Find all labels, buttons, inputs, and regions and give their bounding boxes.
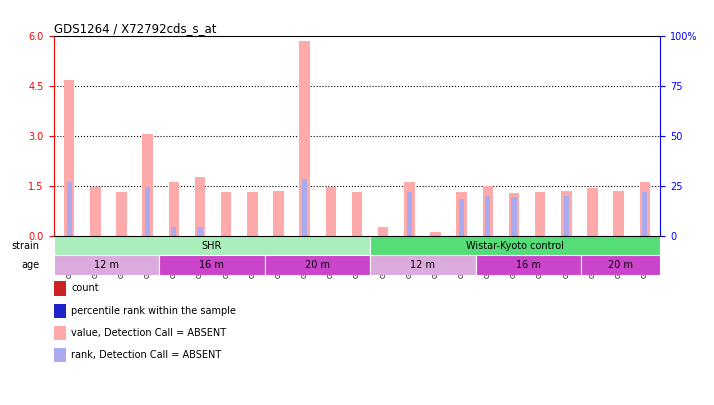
Bar <box>265 256 370 275</box>
Bar <box>587 188 598 236</box>
Bar <box>459 199 464 236</box>
Bar <box>404 183 415 236</box>
Bar <box>198 227 203 236</box>
Bar <box>370 256 476 275</box>
Bar <box>195 177 206 236</box>
Bar <box>456 192 467 236</box>
Bar <box>326 188 336 236</box>
Bar <box>378 227 388 236</box>
Bar <box>431 232 441 236</box>
Bar <box>613 191 624 236</box>
Bar <box>511 197 516 236</box>
Bar <box>370 236 660 256</box>
Bar <box>66 183 72 236</box>
Text: Wistar-Kyoto control: Wistar-Kyoto control <box>466 241 564 251</box>
Bar <box>581 256 660 275</box>
Bar <box>171 227 176 236</box>
Bar <box>221 192 231 236</box>
Text: 12 m: 12 m <box>94 260 119 271</box>
Bar <box>483 186 493 236</box>
Bar <box>273 191 283 236</box>
Bar <box>486 196 491 236</box>
Bar <box>54 236 370 256</box>
Text: SHR: SHR <box>201 241 222 251</box>
Bar <box>247 192 258 236</box>
Text: 16 m: 16 m <box>199 260 224 271</box>
Bar <box>145 188 151 236</box>
Bar <box>535 192 545 236</box>
Bar <box>476 256 581 275</box>
Text: count: count <box>71 284 99 293</box>
Bar <box>169 183 179 236</box>
Bar <box>54 256 159 275</box>
Text: GDS1264 / X72792cds_s_at: GDS1264 / X72792cds_s_at <box>54 22 216 35</box>
Bar <box>642 192 648 236</box>
Bar <box>508 194 519 236</box>
Text: 16 m: 16 m <box>516 260 541 271</box>
Text: value, Detection Call = ABSENT: value, Detection Call = ABSENT <box>71 328 226 338</box>
Text: 20 m: 20 m <box>608 260 633 271</box>
Bar <box>64 80 74 236</box>
Bar <box>143 134 153 236</box>
Bar <box>159 256 265 275</box>
Bar <box>352 192 362 236</box>
Text: rank, Detection Call = ABSENT: rank, Detection Call = ABSENT <box>71 350 221 360</box>
Bar <box>302 179 307 236</box>
Bar <box>116 192 127 236</box>
Bar <box>640 183 650 236</box>
Text: strain: strain <box>11 241 39 251</box>
Bar <box>407 192 412 236</box>
Bar <box>299 41 310 236</box>
Text: age: age <box>21 260 39 271</box>
Text: percentile rank within the sample: percentile rank within the sample <box>71 306 236 315</box>
Bar <box>561 191 571 236</box>
Text: 12 m: 12 m <box>411 260 436 271</box>
Bar <box>563 196 569 236</box>
Bar <box>90 188 101 236</box>
Text: 20 m: 20 m <box>305 260 330 271</box>
